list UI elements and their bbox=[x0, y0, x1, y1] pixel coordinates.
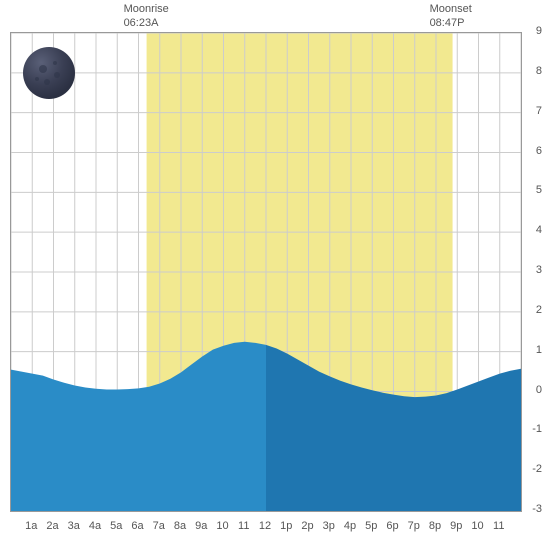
x-tick: 4a bbox=[84, 520, 106, 532]
y-tick: 6 bbox=[524, 145, 542, 157]
x-tick: 10 bbox=[467, 520, 489, 532]
x-tick: 12 bbox=[254, 520, 276, 532]
y-tick: 2 bbox=[524, 304, 542, 316]
x-tick: 6a bbox=[127, 520, 149, 532]
x-tick: 2a bbox=[42, 520, 64, 532]
moon-icon bbox=[23, 47, 75, 99]
moonset-label: Moonset 08:47P bbox=[430, 2, 472, 30]
x-tick: 2p bbox=[297, 520, 319, 532]
x-tick: 11 bbox=[488, 520, 510, 532]
x-tick: 3p bbox=[318, 520, 340, 532]
x-tick: 11 bbox=[233, 520, 255, 532]
y-tick: 5 bbox=[524, 184, 542, 196]
x-tick: 1p bbox=[275, 520, 297, 532]
y-tick: -3 bbox=[524, 503, 542, 515]
y-tick: 8 bbox=[524, 65, 542, 77]
plot-area bbox=[10, 32, 522, 512]
x-tick: 6p bbox=[382, 520, 404, 532]
x-tick: 5a bbox=[105, 520, 127, 532]
y-tick: 7 bbox=[524, 105, 542, 117]
moonset-title: Moonset bbox=[430, 2, 472, 16]
x-tick: 8a bbox=[169, 520, 191, 532]
tide-chart: Moonrise 06:23A Moonset 08:47P 1a2a3a4a5… bbox=[0, 0, 550, 550]
y-tick: 3 bbox=[524, 264, 542, 276]
moonrise-label: Moonrise 06:23A bbox=[124, 2, 169, 30]
x-tick: 4p bbox=[339, 520, 361, 532]
y-tick: 4 bbox=[524, 224, 542, 236]
x-tick: 3a bbox=[63, 520, 85, 532]
x-tick: 9p bbox=[445, 520, 467, 532]
y-tick: -2 bbox=[524, 463, 542, 475]
y-tick: 0 bbox=[524, 384, 542, 396]
moonrise-time: 06:23A bbox=[124, 16, 169, 30]
y-tick: -1 bbox=[524, 423, 542, 435]
x-tick: 9a bbox=[190, 520, 212, 532]
x-tick: 10 bbox=[212, 520, 234, 532]
x-tick: 8p bbox=[424, 520, 446, 532]
x-tick: 7p bbox=[403, 520, 425, 532]
y-tick: 9 bbox=[524, 25, 542, 37]
x-tick: 7a bbox=[148, 520, 170, 532]
y-tick: 1 bbox=[524, 344, 542, 356]
x-tick: 1a bbox=[20, 520, 42, 532]
x-tick: 5p bbox=[360, 520, 382, 532]
moonrise-title: Moonrise bbox=[124, 2, 169, 16]
moonset-time: 08:47P bbox=[430, 16, 472, 30]
